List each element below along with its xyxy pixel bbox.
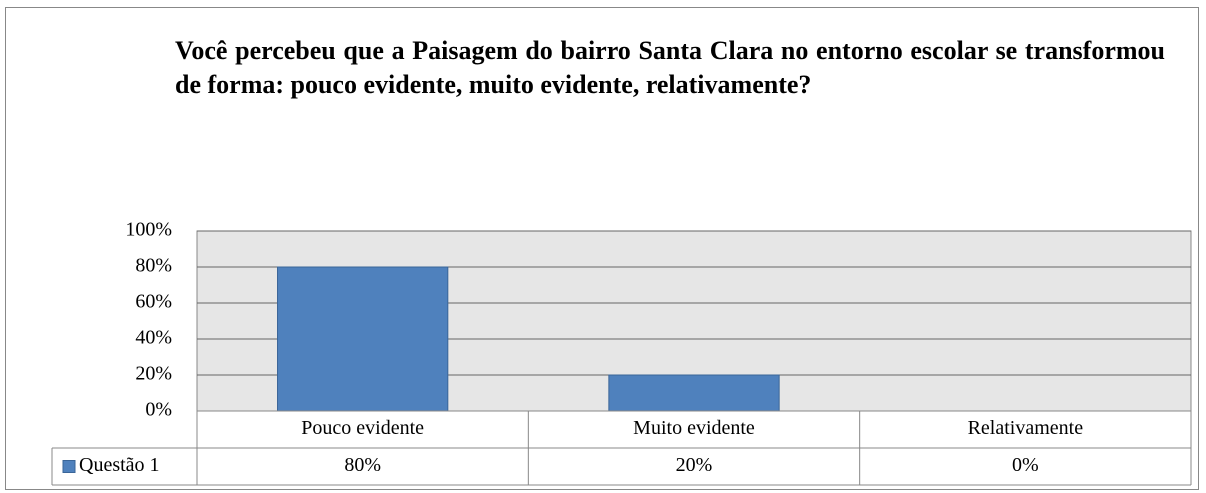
x-tick-label: Muito evidente	[633, 417, 755, 439]
y-tick-label: 100%	[125, 219, 172, 241]
data-label: 80%	[344, 454, 381, 476]
data-label: 20%	[676, 454, 713, 476]
x-tick-label: Pouco evidente	[301, 417, 424, 439]
y-tick-label: 80%	[135, 255, 172, 277]
data-label: 0%	[1012, 454, 1039, 476]
y-tick-label: 0%	[145, 399, 172, 421]
bar	[608, 374, 780, 412]
legend-label: Questão 1	[79, 454, 160, 476]
chart-title: Você percebeu que a Paisagem do bairro S…	[175, 36, 1165, 99]
x-tick-label: Relativamente	[968, 417, 1084, 439]
y-tick-label: 40%	[135, 327, 172, 349]
legend-swatch	[62, 460, 76, 473]
bar	[277, 266, 449, 412]
y-tick-label: 60%	[135, 291, 172, 313]
y-tick-label: 20%	[135, 363, 172, 385]
chart-frame	[5, 7, 1199, 490]
